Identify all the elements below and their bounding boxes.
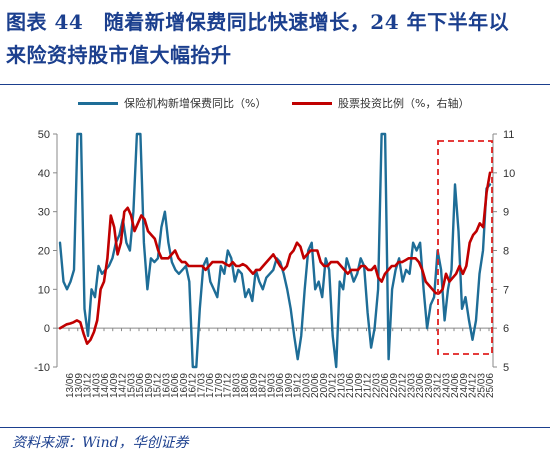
right-axis-tick-label: 7 (503, 284, 509, 296)
x-axis-tick-label: 17/12 (223, 373, 234, 398)
legend-item-stock-ratio: 股票投资比例（%，右轴） (292, 95, 469, 111)
x-axis-tick-label: 18/12 (258, 373, 269, 398)
x-axis-tick-label: 14/09 (109, 373, 120, 398)
x-axis-tick-label: 16/09 (179, 373, 190, 398)
right-axis-tick-label: 6 (503, 323, 509, 335)
x-axis-tick-label: 24/06 (450, 373, 461, 398)
x-axis-tick-label: 16/12 (188, 373, 199, 398)
x-axis-tick-label: 21/03 (336, 373, 347, 398)
title-divider (0, 84, 550, 85)
x-axis-tick-label: 22/09 (389, 373, 400, 398)
x-axis-tick-label: 15/12 (153, 373, 164, 398)
source-divider (0, 427, 550, 428)
x-axis-tick-label: 22/12 (398, 373, 409, 398)
x-axis-tick-label: 23/12 (433, 373, 444, 398)
x-axis-tick-label: 22/03 (371, 373, 382, 398)
x-axis-tick-label: 20/06 (310, 373, 321, 398)
x-axis-tick-label: 23/09 (424, 373, 435, 398)
x-axis-tick-label: 21/12 (363, 373, 374, 398)
legend-label-stock-ratio: 股票投资比例（%，右轴） (338, 97, 470, 110)
x-axis-tick-label: 14/12 (118, 373, 129, 398)
x-axis-tick-label: 18/06 (240, 373, 251, 398)
legend-label-premium-growth: 保险机构新增保费同比（%） (124, 97, 267, 110)
right-axis-tick-label: 9 (503, 207, 509, 219)
chart-legend: 保险机构新增保费同比（%） 股票投资比例（%，右轴） (0, 95, 550, 115)
left-axis-tick-label: 0 (44, 323, 50, 335)
left-axis-tick-label: 50 (38, 129, 50, 141)
x-axis-tick-label: 23/06 (415, 373, 426, 398)
figure-title-line-1: 图表 44 随着新增保费同比快速增长，24 年下半年以 (6, 10, 510, 34)
x-axis-tick-label: 13/06 (65, 373, 76, 398)
x-axis-tick-label: 16/06 (170, 373, 181, 398)
highlight-box (437, 140, 493, 355)
x-axis-tick-label: 16/03 (161, 373, 172, 398)
legend-swatch-blue (78, 101, 118, 105)
x-axis-tick-label: 25/03 (476, 373, 487, 398)
x-axis-tick-label: 22/06 (380, 373, 391, 398)
right-axis-tick-label: 10 (503, 168, 515, 180)
x-axis-tick-label: 19/03 (266, 373, 277, 398)
left-axis-tick-label: 10 (38, 284, 50, 296)
right-axis-tick-label: 5 (503, 362, 509, 374)
x-axis-tick-label: 23/03 (406, 373, 417, 398)
x-axis-tick-label: 20/12 (328, 373, 339, 398)
x-axis-tick-label: 14/06 (100, 373, 111, 398)
right-axis-tick-label: 8 (503, 246, 509, 258)
x-axis-tick-label: 18/03 (231, 373, 242, 398)
dual-axis-line-chart: -100102030405056789101113/0613/0913/1214… (34, 129, 515, 398)
x-axis-tick-label: 24/12 (468, 373, 479, 398)
x-axis-tick-label: 15/09 (144, 373, 155, 398)
x-axis-tick-label: 21/09 (354, 373, 365, 398)
x-axis-tick-label: 17/03 (196, 373, 207, 398)
figure-title: 图表 44 随着新增保费同比快速增长，24 年下半年以 来险资持股市值大幅抬升 (6, 6, 546, 72)
x-axis-tick-label: 18/09 (249, 373, 260, 398)
x-axis-tick-label: 13/09 (74, 373, 85, 398)
x-axis-tick-label: 13/12 (83, 373, 94, 398)
x-axis-tick-label: 19/12 (293, 373, 304, 398)
x-axis-tick-label: 25/06 (485, 373, 496, 398)
series-line-stock-ratio (58, 171, 492, 346)
x-axis-tick-label: 20/03 (301, 373, 312, 398)
x-axis-tick-label: 24/09 (459, 373, 470, 398)
source-note: 资料来源：Wind，华创证券 (12, 435, 189, 451)
figure-title-line-2: 来险资持股市值大幅抬升 (6, 43, 232, 67)
x-axis-tick-label: 17/09 (214, 373, 225, 398)
series-line-premium-growth (58, 132, 492, 369)
x-axis-tick-label: 15/06 (135, 373, 146, 398)
x-axis-tick-label: 21/06 (345, 373, 356, 398)
legend-item-premium-growth: 保险机构新增保费同比（%） (78, 95, 266, 111)
legend-swatch-red (292, 101, 332, 105)
x-axis-tick-label: 19/06 (275, 373, 286, 398)
x-axis-tick-label: 17/06 (205, 373, 216, 398)
left-axis-tick-label: 30 (38, 207, 50, 219)
x-axis-tick-label: 19/09 (284, 373, 295, 398)
x-axis-tick-label: 20/09 (319, 373, 330, 398)
x-axis-tick-label: 14/03 (91, 373, 102, 398)
left-axis-tick-label: 20 (38, 246, 50, 258)
left-axis-tick-label: -10 (34, 362, 50, 374)
x-axis-tick-label: 15/03 (126, 373, 137, 398)
left-axis-tick-label: 40 (38, 168, 50, 180)
right-axis-tick-label: 11 (503, 129, 514, 141)
x-axis-tick-label: 24/03 (441, 373, 452, 398)
